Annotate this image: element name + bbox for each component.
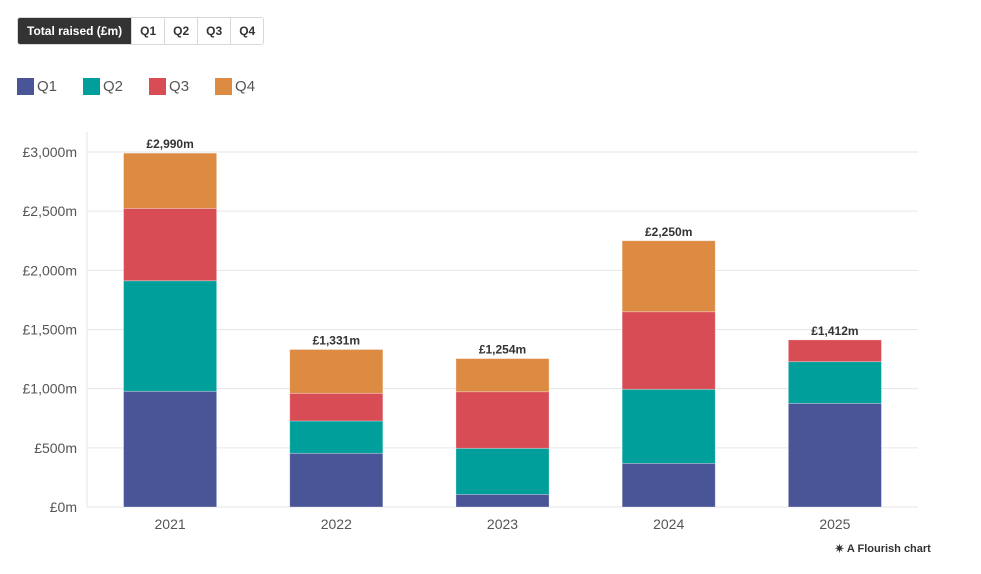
legend-swatch	[17, 78, 34, 95]
bar-segment-2024-q3[interactable]	[621, 311, 716, 390]
credit-label: A Flourish chart	[846, 543, 931, 555]
legend: Q1 Q2 Q3 Q4	[17, 78, 281, 95]
bar-segment-2025-q2[interactable]	[787, 361, 882, 404]
y-tick-label: £2,500m	[23, 203, 77, 219]
x-tick-label: 2023	[487, 516, 518, 532]
tab-q2[interactable]: Q2	[164, 18, 198, 44]
bar-segment-2024-q4[interactable]	[621, 240, 716, 313]
x-tick-label: 2025	[819, 516, 850, 532]
x-tick-label: 2022	[321, 516, 352, 532]
flourish-logo-icon: ✷	[834, 541, 845, 556]
legend-item-q3[interactable]: Q3	[149, 78, 189, 95]
x-tick-label: 2021	[155, 516, 186, 532]
flourish-credit[interactable]: ✷ A Flourish chart	[834, 541, 931, 557]
bar-segment-2022-q3[interactable]	[289, 392, 384, 422]
total-label: £2,990m	[146, 137, 193, 151]
total-label: £2,250m	[645, 225, 692, 239]
metric-selector: Total raised (£m) Q1 Q2 Q3 Q4	[17, 17, 265, 45]
total-label: £1,412m	[811, 324, 858, 338]
bar-segment-2022-q2[interactable]	[289, 420, 384, 454]
tab-q1[interactable]: Q1	[131, 18, 165, 44]
total-label: £1,254m	[479, 343, 526, 357]
total-label: £1,331m	[313, 333, 360, 347]
legend-label: Q1	[37, 78, 58, 95]
y-tick-label: £1,000m	[23, 381, 77, 397]
y-tick-label: £2,000m	[23, 262, 77, 278]
bar-segment-2025-q1[interactable]	[787, 402, 882, 508]
x-tick-label: 2024	[653, 516, 684, 532]
legend-item-q4[interactable]: Q4	[215, 78, 255, 95]
legend-item-q2[interactable]: Q2	[83, 78, 123, 95]
bar-segment-2023-q2[interactable]	[455, 447, 550, 495]
bar-segment-2024-q1[interactable]	[621, 462, 716, 508]
legend-label: Q4	[235, 78, 256, 95]
legend-swatch	[149, 78, 167, 95]
tab-total-raised[interactable]: Total raised (£m)	[18, 18, 132, 44]
tab-q3[interactable]: Q3	[197, 18, 231, 44]
bar-segment-2023-q3[interactable]	[455, 391, 550, 449]
bar-segment-2023-q4[interactable]	[455, 358, 550, 393]
bar-segment-2024-q2[interactable]	[621, 388, 716, 464]
y-tick-label: £0m	[50, 499, 77, 515]
bar-segment-2022-q1[interactable]	[289, 452, 384, 508]
bar-segment-2021-q2[interactable]	[123, 280, 218, 392]
legend-label: Q3	[169, 78, 190, 95]
bar-segment-2022-q4[interactable]	[289, 349, 384, 394]
bar-segment-2021-q4[interactable]	[123, 152, 218, 209]
y-tick-label: £1,500m	[23, 322, 77, 338]
tab-q4[interactable]: Q4	[230, 18, 264, 44]
bar-segment-2025-q3[interactable]	[787, 339, 882, 363]
bar-segment-2023-q1[interactable]	[455, 493, 550, 508]
legend-label: Q2	[103, 78, 124, 95]
legend-swatch	[83, 78, 101, 95]
y-tick-label: £3,000m	[23, 144, 77, 160]
bar-segment-2021-q1[interactable]	[123, 390, 218, 508]
legend-swatch	[215, 78, 233, 95]
y-tick-label: £500m	[34, 440, 77, 456]
bar-segment-2021-q3[interactable]	[123, 208, 218, 282]
legend-item-q1[interactable]: Q1	[17, 78, 57, 95]
